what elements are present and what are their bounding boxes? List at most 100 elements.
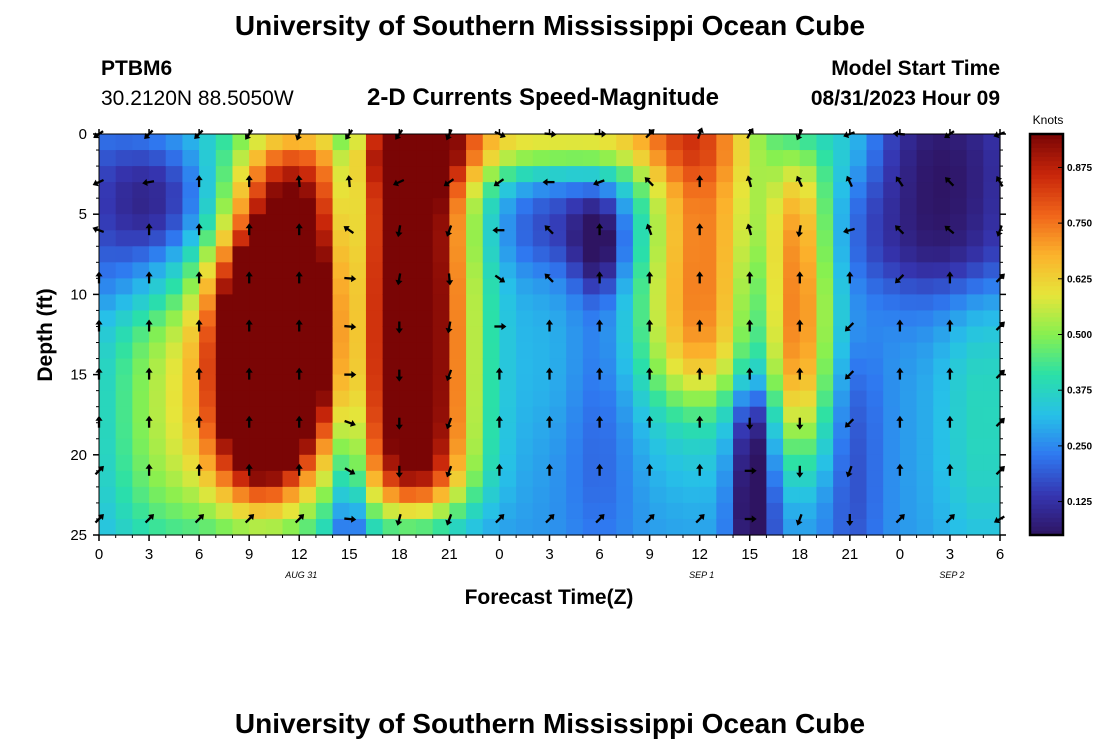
heatmap-cell	[766, 374, 784, 392]
colorbar-segment	[1030, 245, 1063, 251]
colorbar-segment	[1030, 281, 1063, 287]
colorbar-segment	[1030, 352, 1063, 358]
heatmap-cell	[199, 454, 217, 472]
heatmap-cell	[966, 406, 984, 424]
current-vector-arrow	[946, 367, 954, 380]
heatmap-cell	[599, 326, 617, 344]
heatmap-cell	[499, 246, 517, 263]
heatmap-cell	[232, 470, 250, 488]
heatmap-cell	[382, 182, 400, 199]
heatmap-cell	[115, 438, 133, 456]
heatmap-cell	[449, 358, 467, 376]
heatmap-cell	[649, 214, 667, 231]
heatmap-cell	[165, 326, 184, 344]
heatmap-cell	[115, 182, 133, 199]
heatmap-cell	[482, 150, 501, 167]
current-vector-arrow	[245, 367, 253, 380]
heatmap-cell	[149, 182, 167, 199]
heatmap-cell	[215, 230, 234, 247]
heatmap-cell	[149, 470, 167, 488]
heatmap-cell	[699, 134, 717, 151]
heatmap-cell	[516, 390, 534, 408]
x-tick-label: 12	[691, 546, 708, 563]
heatmap-cell	[966, 278, 984, 295]
y-tick-label: 0	[79, 126, 87, 143]
heatmap-cell	[616, 438, 634, 456]
heatmap-cell	[682, 214, 701, 231]
colorbar-segment	[1030, 517, 1063, 523]
heatmap-cell	[382, 262, 400, 279]
heatmap-cell	[532, 406, 551, 424]
heatmap-cell	[549, 518, 567, 536]
heatmap-cell	[983, 374, 1001, 392]
x-tick-label: 18	[791, 546, 808, 563]
x-tick-label: 3	[145, 546, 153, 563]
heatmap-cell	[215, 470, 234, 488]
heatmap-cell	[649, 390, 667, 408]
heatmap-cell	[899, 470, 918, 488]
colorbar-segment	[1030, 183, 1063, 189]
heatmap-cell	[816, 358, 834, 376]
heatmap-cell	[165, 214, 184, 231]
heatmap-cell	[766, 390, 784, 408]
heatmap-cell	[382, 422, 400, 440]
heatmap-cell	[449, 326, 467, 344]
heatmap-cell	[299, 230, 317, 247]
current-vector-arrow	[194, 514, 205, 524]
heatmap-cell	[332, 166, 350, 183]
heatmap-cell	[799, 166, 818, 183]
heatmap-cell	[365, 422, 384, 440]
heatmap-cell	[115, 502, 133, 520]
heatmap-cell	[816, 246, 834, 263]
heatmap-cell	[649, 358, 667, 376]
heatmap-cell	[866, 406, 884, 424]
y-axis-label: Depth (ft)	[34, 288, 57, 381]
heatmap-cell	[466, 358, 484, 376]
colorbar-segment	[1030, 405, 1063, 411]
colorbar-segment	[1030, 151, 1063, 157]
heatmap-cell	[165, 342, 184, 360]
heatmap-cell	[182, 310, 200, 328]
heatmap-cell	[382, 198, 400, 215]
heatmap-cell	[466, 230, 484, 247]
heatmap-cell	[499, 374, 517, 392]
heatmap-cell	[883, 390, 901, 408]
heatmap-cell	[632, 390, 651, 408]
heatmap-cell	[282, 454, 300, 472]
heatmap-cell	[649, 470, 667, 488]
heatmap-cell	[132, 198, 150, 215]
heatmap-cell	[799, 358, 818, 376]
heatmap-cell	[315, 518, 334, 536]
heatmap-cell	[916, 230, 934, 247]
heatmap-cell	[532, 166, 551, 183]
heatmap-cell	[649, 134, 667, 151]
heatmap-cell	[733, 214, 751, 231]
heatmap-cell	[883, 150, 901, 167]
heatmap-cell	[149, 326, 167, 344]
colorbar-segment	[1030, 387, 1063, 394]
heatmap-cell	[649, 294, 667, 312]
current-vector-arrow	[395, 225, 403, 238]
heatmap-cell	[582, 454, 601, 472]
heatmap-cell	[282, 518, 300, 536]
heatmap-cell	[299, 358, 317, 376]
heatmap-cell	[899, 326, 918, 344]
current-vector-arrow	[92, 178, 105, 187]
heatmap-cell	[566, 422, 584, 440]
heatmap-cell	[399, 182, 417, 199]
heatmap-cell	[783, 406, 801, 424]
heatmap-cell	[749, 246, 768, 263]
heatmap-cell	[682, 454, 701, 472]
heatmap-cell	[215, 246, 234, 263]
heatmap-cell	[149, 342, 167, 360]
heatmap-cell	[733, 198, 751, 215]
colorbar-segment	[1030, 267, 1063, 273]
heatmap-cell	[682, 198, 701, 215]
heatmap-cell	[849, 182, 868, 199]
heatmap-cell	[449, 278, 467, 295]
heatmap-cell	[799, 406, 818, 424]
current-vector-arrow	[545, 367, 554, 380]
heatmap-cell	[365, 390, 384, 408]
current-vector-arrow	[695, 514, 705, 524]
